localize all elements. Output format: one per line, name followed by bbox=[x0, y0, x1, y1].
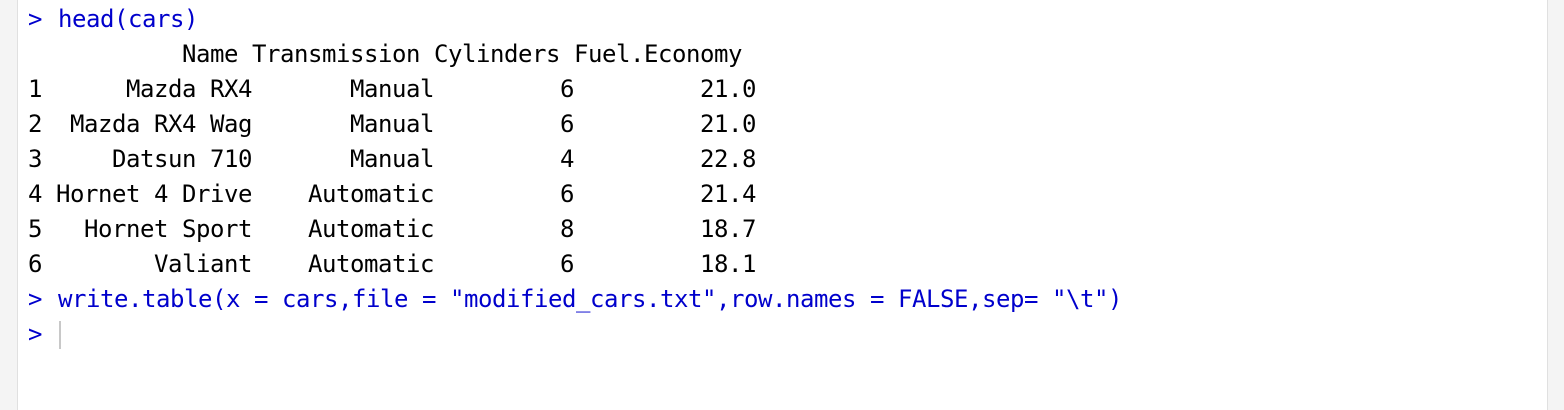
table-row: 4 Hornet 4 Drive Automatic 6 21.4 bbox=[28, 180, 756, 208]
table-row: 6 Valiant Automatic 6 18.1 bbox=[28, 250, 756, 278]
prompt-symbol: > bbox=[28, 5, 42, 33]
console-input-line[interactable]: > bbox=[28, 317, 1528, 352]
command-write-table: write.table(x = cars,file = "modified_ca… bbox=[58, 285, 1122, 313]
table-row: 3 Datsun 710 Manual 4 22.8 bbox=[28, 145, 756, 173]
table-header: Name Transmission Cylinders Fuel.Economy bbox=[28, 40, 742, 68]
prompt-symbol: > bbox=[28, 320, 42, 348]
left-gutter bbox=[0, 0, 18, 410]
console-output[interactable]: > head(cars) Name Transmission Cylinders … bbox=[28, 2, 1528, 352]
table-row: 5 Hornet Sport Automatic 8 18.7 bbox=[28, 215, 756, 243]
console-line-head: > head(cars) bbox=[28, 2, 1528, 37]
console-line-write: > write.table(x = cars,file = "modified_c… bbox=[28, 282, 1528, 317]
command-head: head(cars) bbox=[58, 5, 198, 33]
right-scrollbar[interactable] bbox=[1547, 0, 1564, 410]
table-row: 1 Mazda RX4 Manual 6 21.0 bbox=[28, 75, 756, 103]
prompt-symbol: > bbox=[28, 285, 42, 313]
table-row: 2 Mazda RX4 Wag Manual 6 21.0 bbox=[28, 110, 756, 138]
text-cursor bbox=[59, 321, 61, 349]
